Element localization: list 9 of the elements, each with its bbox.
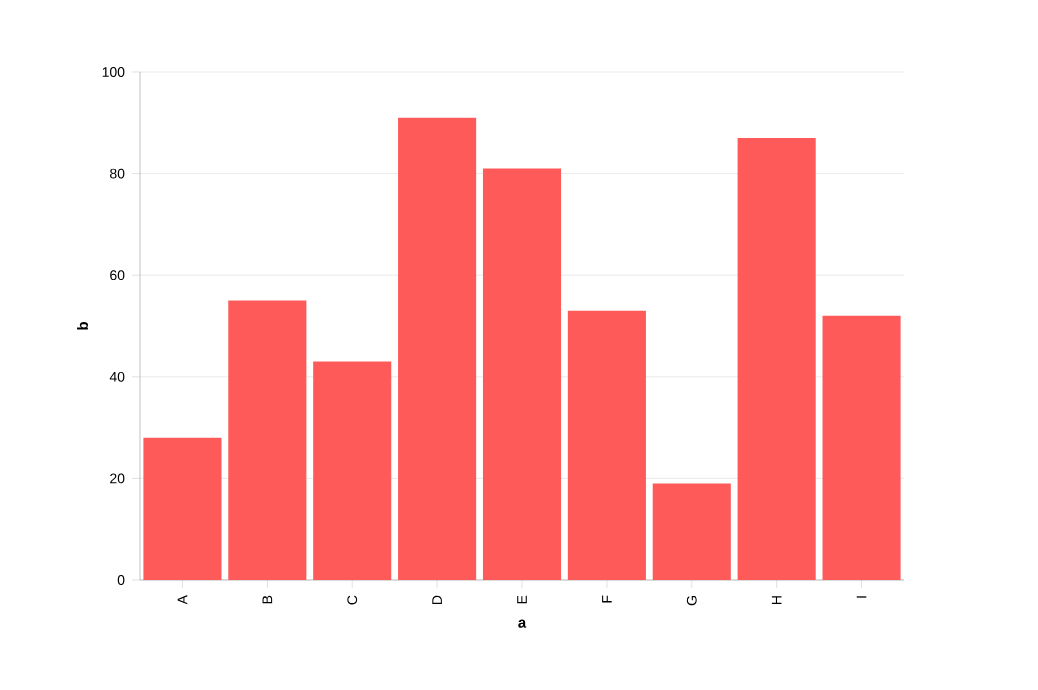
bar	[482, 168, 562, 580]
bar	[228, 300, 307, 580]
bar	[652, 483, 731, 580]
bar	[398, 117, 477, 580]
bar	[143, 437, 222, 580]
bar	[313, 361, 392, 580]
bar	[822, 315, 901, 580]
bar	[737, 138, 816, 580]
bar	[567, 310, 646, 580]
